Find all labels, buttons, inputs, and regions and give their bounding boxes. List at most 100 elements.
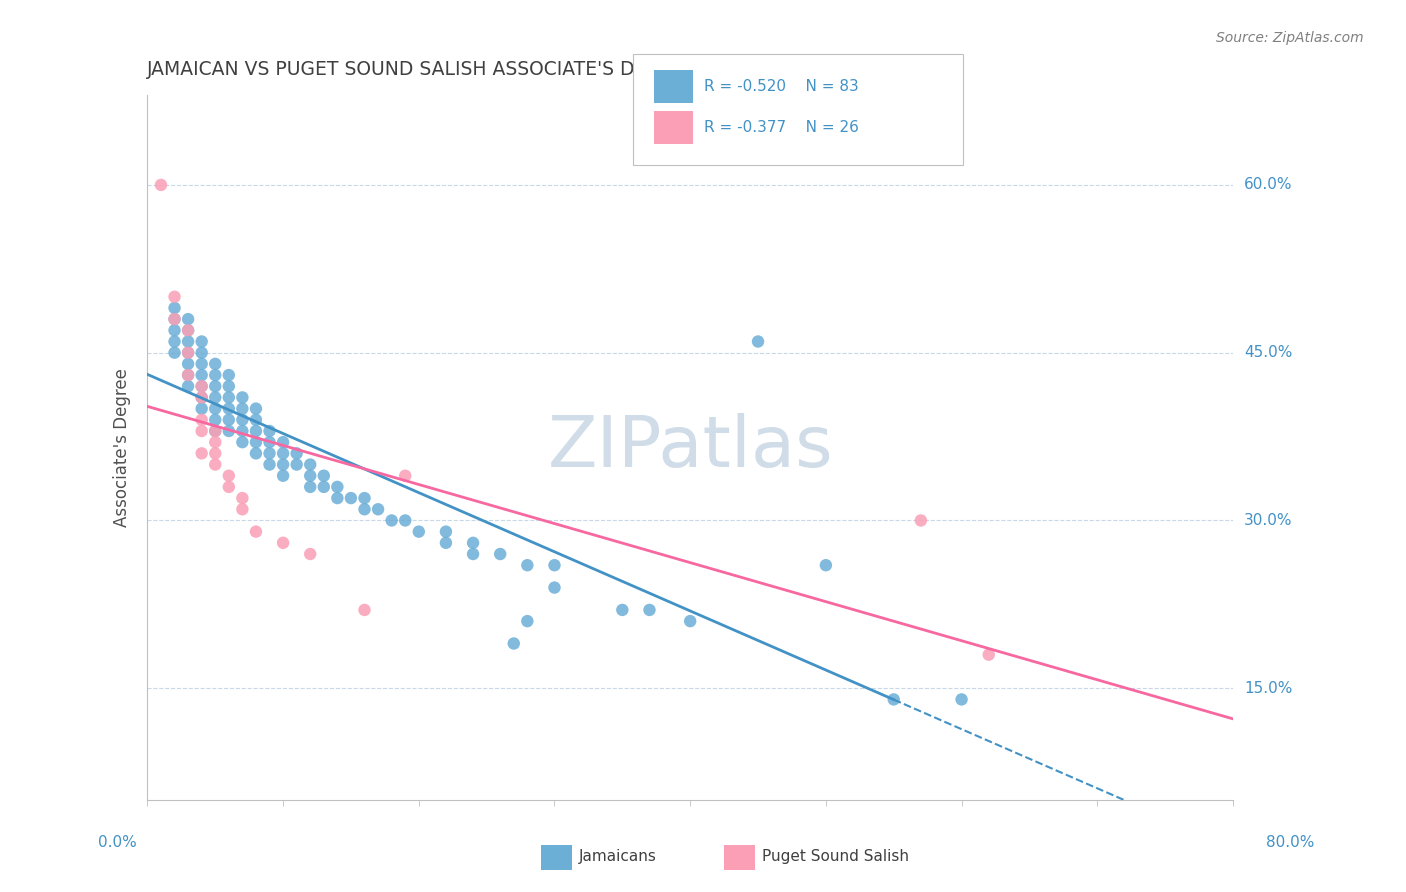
Text: 15.0%: 15.0% (1244, 681, 1292, 696)
Point (177, 312, 200, 326)
Text: 30.0%: 30.0% (1244, 513, 1292, 528)
Point (190, 357, 212, 371)
Point (950, 692, 973, 706)
Point (149, 178, 172, 192)
Point (461, 536, 484, 550)
Point (177, 345, 200, 359)
Point (394, 513, 416, 527)
Point (218, 424, 240, 438)
Text: R = -0.520    N = 83: R = -0.520 N = 83 (704, 79, 859, 94)
Point (177, 323, 200, 337)
Point (204, 379, 226, 393)
Point (190, 401, 212, 416)
Text: 0.0%: 0.0% (98, 836, 138, 850)
Point (434, 536, 457, 550)
Point (204, 401, 226, 416)
Text: 80.0%: 80.0% (1267, 836, 1315, 850)
Point (204, 391, 226, 405)
Text: Puget Sound Salish: Puget Sound Salish (762, 849, 910, 863)
Point (204, 368, 226, 382)
Point (747, 334, 769, 349)
Point (299, 458, 322, 472)
Point (259, 435, 281, 450)
Text: Source: ZipAtlas.com: Source: ZipAtlas.com (1216, 31, 1364, 45)
Point (177, 323, 200, 337)
Point (271, 468, 294, 483)
Point (204, 435, 226, 450)
Point (163, 323, 186, 337)
Point (163, 345, 186, 359)
Y-axis label: Associate's Degree: Associate's Degree (114, 368, 131, 527)
Point (231, 413, 253, 427)
Point (489, 547, 512, 561)
Text: 60.0%: 60.0% (1244, 178, 1292, 193)
Point (231, 401, 253, 416)
Point (326, 480, 349, 494)
Point (271, 435, 294, 450)
Point (177, 379, 200, 393)
Point (218, 480, 240, 494)
Point (259, 446, 281, 460)
Point (177, 357, 200, 371)
Point (190, 446, 212, 460)
Point (218, 401, 240, 416)
Point (259, 458, 281, 472)
Point (814, 558, 837, 573)
Point (190, 424, 212, 438)
Point (394, 468, 416, 483)
Point (679, 614, 702, 628)
Point (271, 536, 294, 550)
Text: 45.0%: 45.0% (1244, 345, 1292, 360)
Point (353, 603, 375, 617)
Point (204, 424, 226, 438)
Point (502, 636, 524, 650)
Point (218, 413, 240, 427)
Point (190, 334, 212, 349)
Point (381, 513, 404, 527)
Point (177, 334, 200, 349)
Point (516, 614, 538, 628)
Point (543, 581, 565, 595)
Point (231, 424, 253, 438)
Point (340, 491, 363, 505)
Point (218, 379, 240, 393)
Point (231, 435, 253, 450)
Point (163, 312, 186, 326)
Point (353, 502, 375, 516)
Point (204, 357, 226, 371)
Point (245, 435, 267, 450)
Point (638, 603, 661, 617)
Point (163, 301, 186, 315)
Text: ZIPatlas: ZIPatlas (547, 413, 832, 483)
Point (612, 603, 634, 617)
Point (218, 391, 240, 405)
Point (231, 391, 253, 405)
Point (461, 547, 484, 561)
Point (543, 558, 565, 573)
Point (299, 547, 322, 561)
Point (204, 413, 226, 427)
Point (245, 446, 267, 460)
Point (218, 468, 240, 483)
Text: Jamaicans: Jamaicans (579, 849, 657, 863)
Point (245, 524, 267, 539)
Point (190, 379, 212, 393)
Point (299, 480, 322, 494)
Point (883, 692, 905, 706)
Point (271, 446, 294, 460)
Point (163, 334, 186, 349)
Point (408, 524, 430, 539)
Point (163, 290, 186, 304)
Point (218, 368, 240, 382)
Point (177, 368, 200, 382)
Point (259, 424, 281, 438)
Point (245, 413, 267, 427)
Point (204, 446, 226, 460)
Point (177, 368, 200, 382)
Point (434, 524, 457, 539)
Point (190, 413, 212, 427)
Point (353, 491, 375, 505)
Point (190, 391, 212, 405)
Point (190, 379, 212, 393)
Text: JAMAICAN VS PUGET SOUND SALISH ASSOCIATE'S DEGREE CORRELATION CHART: JAMAICAN VS PUGET SOUND SALISH ASSOCIATE… (148, 60, 908, 78)
